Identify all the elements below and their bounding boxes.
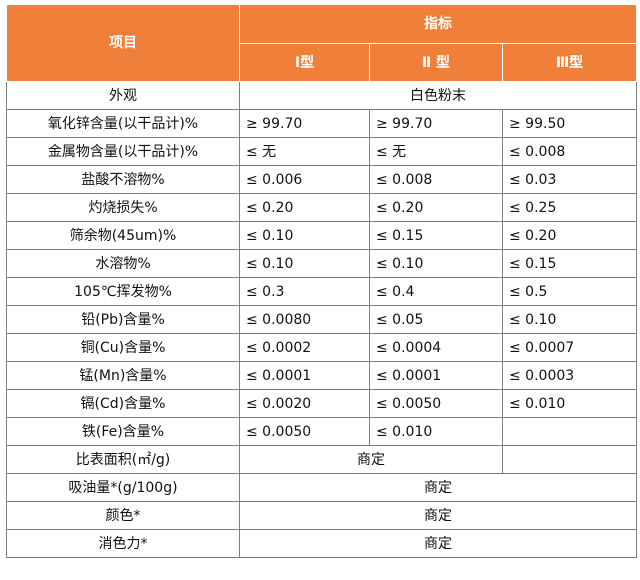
row-name: 比表面积(㎡/g) (6, 445, 240, 474)
table-row: 消色力* 商定 (6, 529, 638, 558)
row-merged-value: 商定 (238, 473, 638, 502)
row-value-type2: ≤ 0.20 (369, 193, 503, 222)
header-item: 项目 (6, 4, 240, 82)
row-value-type3 (501, 417, 638, 446)
table-row: 水溶物% ≤ 0.10 ≤ 0.10 ≤ 0.15 (6, 249, 638, 278)
row-name: 颜色* (6, 501, 240, 530)
header-type-1: Ⅰ型 (239, 43, 370, 82)
row-merged-value: 商定 (238, 529, 638, 558)
row-name: 镉(Cd)含量% (6, 389, 240, 418)
table-row: 105℃挥发物% ≤ 0.3 ≤ 0.4 ≤ 0.5 (6, 277, 638, 306)
row-value-type3: ≤ 0.5 (501, 277, 638, 306)
row-name: 消色力* (6, 529, 240, 558)
row-value-type2: ≥ 99.70 (369, 109, 503, 138)
row-value-type1: ≤ 0.0001 (239, 361, 370, 390)
row-value-type2: ≤ 0.0001 (369, 361, 503, 390)
table-row: 筛余物(45um)% ≤ 0.10 ≤ 0.15 ≤ 0.20 (6, 221, 638, 250)
header-type-2: Ⅱ 型 (369, 43, 503, 82)
header-type-3: Ⅲ型 (501, 43, 638, 82)
row-value-type3: ≤ 0.15 (501, 249, 638, 278)
row-value-type1: ≤ 0.006 (239, 165, 370, 194)
row-value-type1: ≤ 0.3 (239, 277, 370, 306)
row-name: 灼烧损失% (6, 193, 240, 222)
row-value-type1: ≤ 0.0002 (239, 333, 370, 362)
row-name: 氧化锌含量(以干品计)% (6, 109, 240, 138)
row-value-type3: ≤ 0.20 (501, 221, 638, 250)
table-row: 灼烧损失% ≤ 0.20 ≤ 0.20 ≤ 0.25 (6, 193, 638, 222)
row-name: 金属物含量(以干品计)% (6, 137, 240, 166)
header-index: 指标 (238, 4, 638, 44)
row-value-type3: ≤ 0.03 (501, 165, 638, 194)
row-value-type2: ≤ 0.05 (369, 305, 503, 334)
row-value-type2: ≤ 0.10 (369, 249, 503, 278)
row-value-type2: ≤ 0.4 (369, 277, 503, 306)
table-row: 外观 白色粉末 (6, 81, 638, 110)
row-value-type2: ≤ 0.010 (369, 417, 503, 446)
row-value-type3: ≤ 0.008 (501, 137, 638, 166)
row-value-type3 (501, 445, 638, 474)
row-value-type2: ≤ 无 (369, 137, 503, 166)
row-name: 锰(Mn)含量% (6, 361, 240, 390)
table-row: 氧化锌含量(以干品计)% ≥ 99.70 ≥ 99.70 ≥ 99.50 (6, 109, 638, 138)
header-row: 项目 指标 (6, 4, 638, 82)
row-name: 外观 (6, 81, 240, 110)
table-row: 金属物含量(以干品计)% ≤ 无 ≤ 无 ≤ 0.008 (6, 137, 638, 166)
row-value-type3: ≤ 0.0003 (501, 361, 638, 390)
row-value-type1: ≤ 0.10 (239, 221, 370, 250)
spec-table-container: 项目 指标 Ⅰ型 Ⅱ 型 Ⅲ型 外观 白色粉末 氧化锌含量(以干品计)% ≥ 9… (6, 4, 638, 558)
row-value-type3: ≥ 99.50 (501, 109, 638, 138)
table-row: 比表面积(㎡/g) 商定 (6, 445, 638, 474)
row-merged-value: 商定 (239, 445, 503, 474)
row-name: 铁(Fe)含量% (6, 417, 240, 446)
row-name: 105℃挥发物% (6, 277, 240, 306)
row-value-type2: ≤ 0.0004 (369, 333, 503, 362)
table-row: 铅(Pb)含量% ≤ 0.0080 ≤ 0.05 ≤ 0.10 (6, 305, 638, 334)
table-row: 镉(Cd)含量% ≤ 0.0020 ≤ 0.0050 ≤ 0.010 (6, 389, 638, 418)
table-row: 盐酸不溶物% ≤ 0.006 ≤ 0.008 ≤ 0.03 (6, 165, 638, 194)
row-value-type3: ≤ 0.0007 (501, 333, 638, 362)
header-types-row: Ⅰ型 Ⅱ 型 Ⅲ型 (7, 43, 638, 82)
row-value-type1: ≥ 99.70 (239, 109, 370, 138)
row-value-type1: ≤ 0.0020 (239, 389, 370, 418)
row-value-type3: ≤ 0.25 (501, 193, 638, 222)
row-merged-value: 白色粉末 (238, 81, 638, 110)
table-row: 颜色* 商定 (6, 501, 638, 530)
table-row: 锰(Mn)含量% ≤ 0.0001 ≤ 0.0001 ≤ 0.0003 (6, 361, 638, 390)
row-value-type3: ≤ 0.010 (501, 389, 638, 418)
spec-table: 项目 指标 Ⅰ型 Ⅱ 型 Ⅲ型 外观 白色粉末 氧化锌含量(以干品计)% ≥ 9… (6, 4, 638, 558)
row-value-type2: ≤ 0.15 (369, 221, 503, 250)
row-name: 铜(Cu)含量% (6, 333, 240, 362)
row-value-type1: ≤ 0.0080 (239, 305, 370, 334)
row-value-type3: ≤ 0.10 (501, 305, 638, 334)
row-value-type1: ≤ 0.10 (239, 249, 370, 278)
row-name: 盐酸不溶物% (6, 165, 240, 194)
row-value-type2: ≤ 0.0050 (369, 389, 503, 418)
row-merged-value: 商定 (238, 501, 638, 530)
table-row: 吸油量*(g/100g) 商定 (6, 473, 638, 502)
row-value-type2: ≤ 0.008 (369, 165, 503, 194)
row-name: 筛余物(45um)% (6, 221, 240, 250)
table-row: 铁(Fe)含量% ≤ 0.0050 ≤ 0.010 (6, 417, 638, 446)
row-value-type1: ≤ 0.0050 (239, 417, 370, 446)
table-row: 铜(Cu)含量% ≤ 0.0002 ≤ 0.0004 ≤ 0.0007 (6, 333, 638, 362)
row-value-type1: ≤ 无 (239, 137, 370, 166)
row-name: 吸油量*(g/100g) (6, 473, 240, 502)
row-value-type1: ≤ 0.20 (239, 193, 370, 222)
row-name: 铅(Pb)含量% (6, 305, 240, 334)
row-name: 水溶物% (6, 249, 240, 278)
